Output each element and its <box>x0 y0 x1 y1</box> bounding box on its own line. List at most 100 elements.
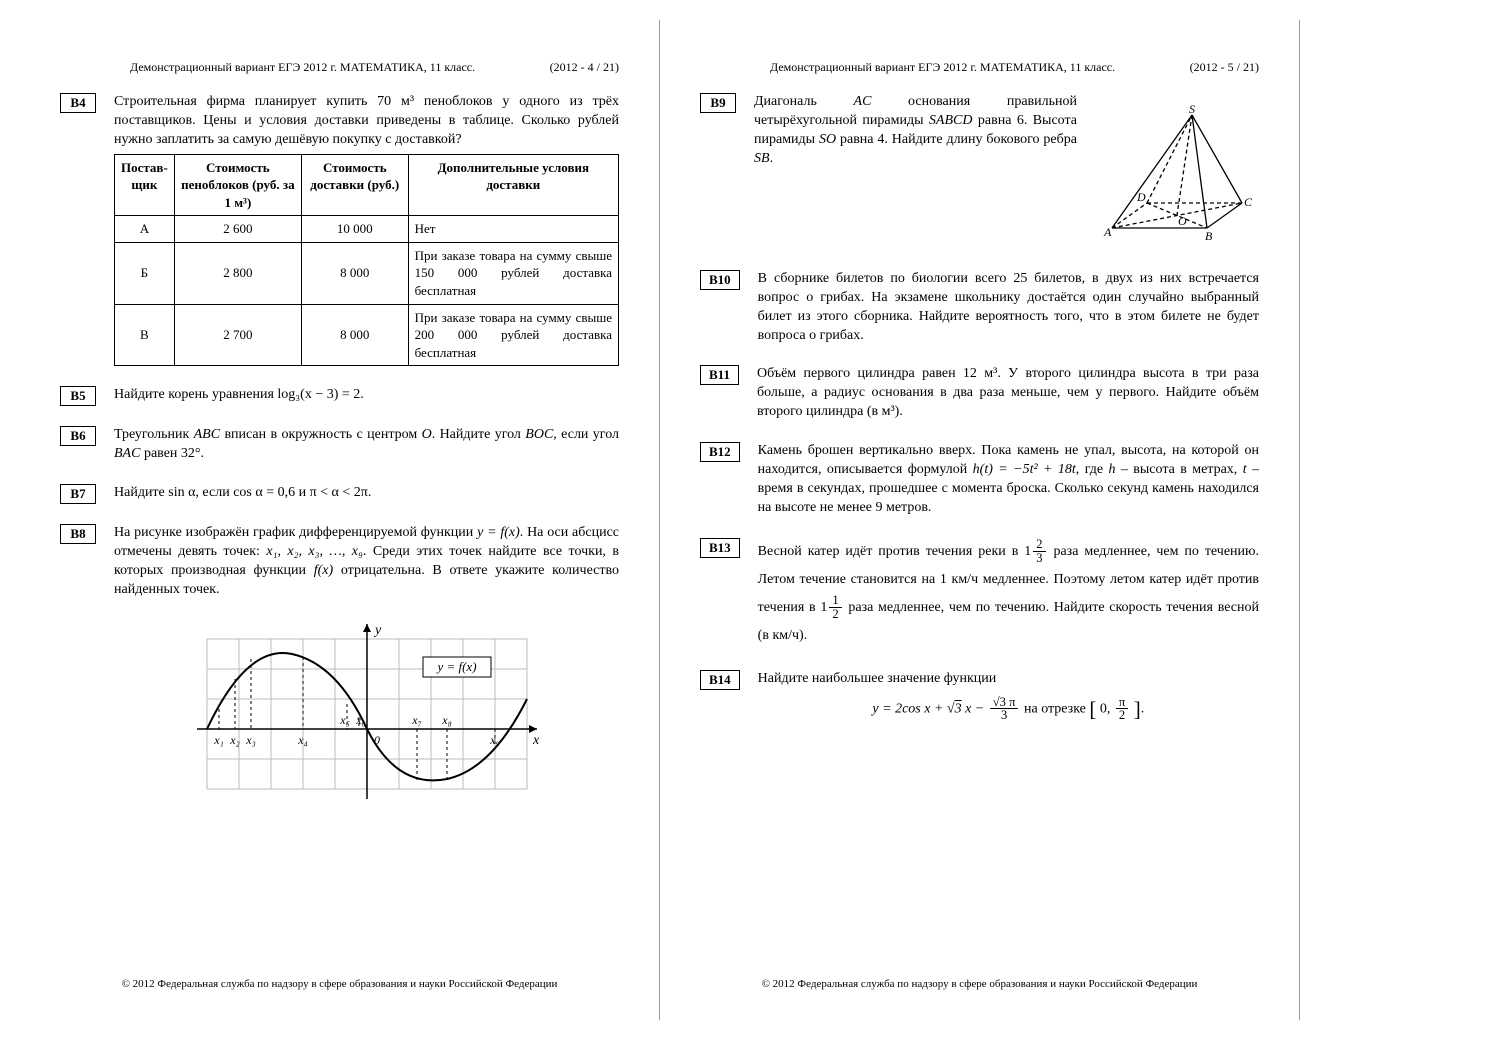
b8-graph: y x <box>114 609 619 826</box>
text: , если угол <box>553 427 619 442</box>
task-label: B7 <box>60 484 96 504</box>
svg-text:x₇: x₇ <box>411 713 422 727</box>
mixed-whole: 1 <box>1024 544 1031 559</box>
b4-table: Постав-щик Стоимость пеноблоков (руб. за… <box>114 154 619 366</box>
task-body: Объём первого цилиндра равен 12 м³. У вт… <box>757 365 1259 422</box>
text: равна 4. Найдите длину бокового ребра <box>836 132 1077 147</box>
svg-text:y: y <box>373 623 382 638</box>
text: – высота в метрах, <box>1115 462 1242 477</box>
task-body: На рисунке изображён график дифференциру… <box>114 524 619 826</box>
task-label: B11 <box>700 365 739 385</box>
cell: В <box>115 304 175 366</box>
math: SABCD <box>929 113 973 128</box>
task-label: B8 <box>60 524 96 544</box>
bracket-right-icon: ] <box>1134 697 1141 721</box>
fraction: 12 <box>829 594 841 620</box>
text: , где <box>1076 462 1109 477</box>
task-b7: B7 Найдите sin α, если cos α = 0,6 и π <… <box>60 484 619 504</box>
math: BAC <box>114 446 140 461</box>
svg-text:x₁: x₁ <box>213 733 224 747</box>
page-left: Демонстрационный вариант ЕГЭ 2012 г. МАТ… <box>20 20 660 1020</box>
math: h(t) = −5t² + 18t <box>973 462 1076 477</box>
task-b14: B14 Найдите наибольшее значение функции … <box>700 670 1259 729</box>
text: равен 32°. <box>140 446 204 461</box>
task-body: Строительная фирма планирует купить 70 м… <box>114 93 619 366</box>
task-b10: B10 В сборнике билетов по биологии всего… <box>700 270 1259 346</box>
task-body: Весной катер идёт против течения реки в … <box>758 538 1259 650</box>
page-header-left: Демонстрационный вариант ЕГЭ 2012 г. МАТ… <box>60 60 619 75</box>
svg-text:x: x <box>532 733 540 748</box>
cell: А <box>115 216 175 243</box>
num: 1 <box>829 594 841 608</box>
svg-text:x₅: x₅ <box>339 713 350 727</box>
page-header-right: Демонстрационный вариант ЕГЭ 2012 г. МАТ… <box>700 60 1259 75</box>
task-body: Найдите наибольшее значение функции y = … <box>758 670 1259 729</box>
task-label: B10 <box>700 270 740 290</box>
fraction: √3 π3 <box>990 696 1019 722</box>
math: BOC <box>525 427 553 442</box>
task-label: B9 <box>700 93 736 113</box>
th-cost-blocks: Стоимость пеноблоков (руб. за 1 м³) <box>174 154 301 216</box>
svg-text:x₂: x₂ <box>229 733 240 747</box>
b14-formula: y = 2cos x + √3 x − √3 π3 на отрезке [ 0… <box>758 695 1259 723</box>
page-footer: © 2012 Федеральная служба по надзору в с… <box>20 978 659 990</box>
num: √3 π <box>990 696 1019 710</box>
fraction: π2 <box>1116 696 1128 722</box>
cell: 2 800 <box>174 242 301 304</box>
den: 2 <box>829 608 841 621</box>
cell: 8 000 <box>301 304 408 366</box>
task-body: Треугольник ABC вписан в окружность с це… <box>114 426 619 464</box>
math: O <box>422 427 432 442</box>
table-row: Б 2 800 8 000 При заказе товара на сумму… <box>115 242 619 304</box>
task-label: B5 <box>60 386 96 406</box>
header-title: Демонстрационный вариант ЕГЭ 2012 г. МАТ… <box>130 60 475 75</box>
table-row: В 2 700 8 000 При заказе товара на сумму… <box>115 304 619 366</box>
th-cost-delivery: Стоимость доставки (руб.) <box>301 154 408 216</box>
table-row: А 2 600 10 000 Нет <box>115 216 619 243</box>
th-supplier: Постав-щик <box>115 154 175 216</box>
pyramid-svg: S A B C D O <box>1092 103 1257 243</box>
fraction: 23 <box>1033 538 1045 564</box>
task-label: B6 <box>60 426 96 446</box>
den: 3 <box>1033 552 1045 565</box>
math: y = 2cos x + √3 x − <box>872 701 987 716</box>
header-pageno: (2012 - 4 / 21) <box>550 60 619 75</box>
cell: Б <box>115 242 175 304</box>
task-body: Диагональ AC основания правильной четырё… <box>754 93 1259 250</box>
svg-text:x₈: x₈ <box>441 713 452 727</box>
text: Диагональ <box>754 94 854 109</box>
svg-text:S: S <box>1189 103 1195 116</box>
text: . Найдите угол <box>432 427 526 442</box>
svg-text:x₆: x₆ <box>355 713 366 727</box>
cell: Нет <box>408 216 618 243</box>
svg-text:D: D <box>1136 190 1146 204</box>
svg-text:O: O <box>1178 214 1187 228</box>
math: SO <box>819 132 836 147</box>
cell: При заказе товара на сумму свыше 200 000… <box>408 304 618 366</box>
text: 0, <box>1100 701 1114 716</box>
math: x₁, x₂, x₃, …, x₉ <box>266 544 363 559</box>
cell: 2 600 <box>174 216 301 243</box>
task-b8: B8 На рисунке изображён график дифференц… <box>60 524 619 826</box>
task-label: B14 <box>700 670 740 690</box>
th-conditions: Дополнительные условия доставки <box>408 154 618 216</box>
header-title: Демонстрационный вариант ЕГЭ 2012 г. МАТ… <box>770 60 1115 75</box>
page-footer: © 2012 Федеральная служба по надзору в с… <box>660 978 1299 990</box>
svg-text:A: A <box>1103 225 1112 239</box>
svg-text:x₄: x₄ <box>297 733 308 747</box>
b4-intro: Строительная фирма планирует купить 70 м… <box>114 94 619 147</box>
math: ABC <box>194 427 220 442</box>
task-label: B4 <box>60 93 96 113</box>
task-b13: B13 Весной катер идёт против течения рек… <box>700 538 1259 650</box>
task-body: Камень брошен вертикально вверх. Пока ка… <box>758 442 1259 518</box>
svg-text:y = f(x): y = f(x) <box>435 659 476 674</box>
header-pageno: (2012 - 5 / 21) <box>1190 60 1259 75</box>
bracket-left-icon: [ <box>1089 697 1096 721</box>
text: Найдите наибольшее значение функции <box>758 671 997 686</box>
task-body: Найдите sin α, если cos α = 0,6 и π < α … <box>114 484 619 503</box>
mixed-whole: 1 <box>820 600 827 615</box>
cell: При заказе товара на сумму свыше 150 000… <box>408 242 618 304</box>
task-b9: B9 Диагональ AC основания правильной чет… <box>700 93 1259 250</box>
svg-text:B: B <box>1205 229 1213 243</box>
text: . <box>770 151 774 166</box>
